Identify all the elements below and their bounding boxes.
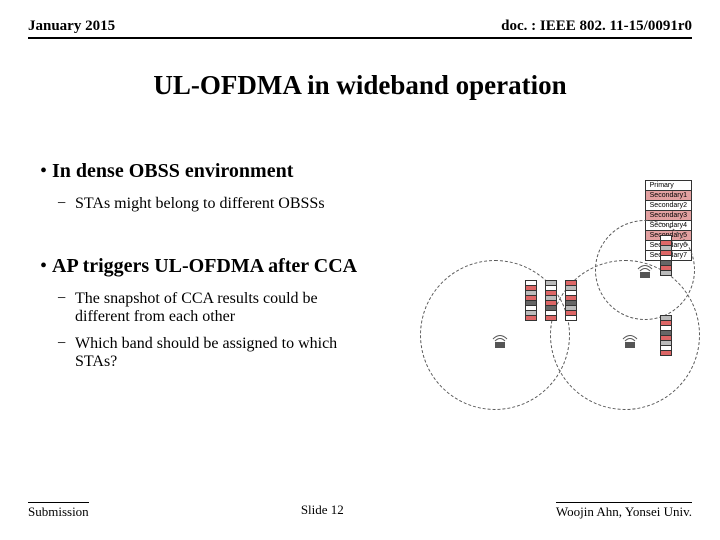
bullet-ap-triggers: AP triggers UL-OFDMA after CCA bbox=[40, 255, 357, 278]
sta-stack bbox=[660, 315, 672, 355]
legend-row: Secondary3 bbox=[646, 211, 691, 221]
footer-left: Submission bbox=[28, 502, 89, 520]
header: January 2015 doc. : IEEE 802. 11-15/0091… bbox=[28, 18, 692, 39]
footer-center: Slide 12 bbox=[301, 502, 344, 520]
page-title: UL-OFDMA in wideband operation bbox=[0, 70, 720, 101]
legend-row: Secondary1 bbox=[646, 191, 691, 201]
sta-stack bbox=[545, 280, 557, 320]
sub-stas-obss: STAs might belong to different OBSSs bbox=[75, 195, 325, 213]
legend-row: Primary bbox=[646, 181, 691, 191]
obss-diagram: PrimarySecondary1Secondary2Secondary3Sec… bbox=[440, 180, 700, 440]
sub-cca-snapshot: The snapshot of CCA results could be dif… bbox=[75, 290, 355, 326]
sta-stack bbox=[525, 280, 537, 320]
sta-stack bbox=[660, 235, 672, 275]
legend-row: Secondary2 bbox=[646, 201, 691, 211]
sta-stack bbox=[565, 280, 577, 320]
footer-right: Woojin Ahn, Yonsei Univ. bbox=[556, 502, 692, 520]
sub-which-band: Which band should be assigned to which S… bbox=[75, 335, 355, 371]
header-date: January 2015 bbox=[28, 18, 115, 35]
ap-icon bbox=[620, 330, 640, 350]
ap-icon bbox=[635, 260, 655, 280]
footer: Submission Slide 12 Woojin Ahn, Yonsei U… bbox=[28, 502, 692, 520]
ap-icon bbox=[490, 330, 510, 350]
header-doc: doc. : IEEE 802. 11-15/0091r0 bbox=[501, 18, 692, 35]
bullet-dense-obss: In dense OBSS environment bbox=[40, 160, 293, 183]
